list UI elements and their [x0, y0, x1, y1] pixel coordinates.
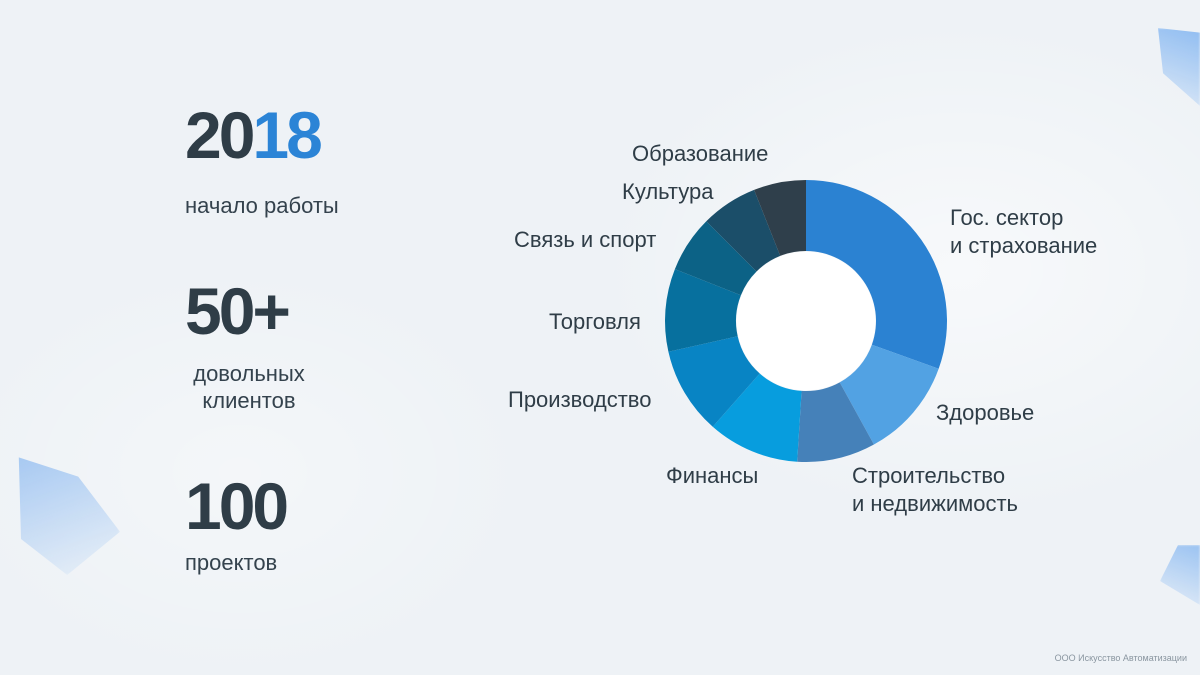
donut-slice-здоровье [839, 344, 939, 445]
donut-slice-образование [754, 180, 806, 256]
slice-label-finance: Финансы [666, 463, 759, 488]
slice-label-trade: Торговля [549, 309, 641, 334]
footer-company-note: ООО Искусство Автоматизации [1054, 653, 1187, 663]
donut-slice-торговля [665, 269, 741, 352]
slice-label-gov: Гос. сектор и страхование [950, 205, 1098, 258]
stat-year-label: начало работы [185, 193, 339, 218]
stat-projects-value-main: 100 [185, 469, 289, 543]
stat-year-value: 2018 [185, 102, 323, 168]
donut-slice-связь-и-спорт [674, 221, 757, 296]
donut-slice-гос-сектор [806, 180, 947, 369]
stat-clients-label: довольных клиентов [193, 361, 305, 413]
stat-clients-value-main: 50+ [185, 274, 291, 348]
stat-year-value-main: 20 [185, 98, 255, 172]
donut-hole [736, 251, 876, 391]
slice-label-culture: Культура [622, 179, 714, 204]
donut-slice-финансы [712, 373, 802, 462]
slice-label-education: Образование [632, 141, 769, 166]
stat-projects-value: 100 [185, 473, 289, 539]
stat-year-value-accent: 18 [252, 98, 322, 172]
slice-label-construction: Строительство и недвижимость [852, 463, 1019, 516]
slice-label-production: Производство [508, 387, 652, 412]
stat-projects-label: проектов [185, 550, 278, 575]
donut-slice-строительство [797, 382, 874, 462]
slice-label-health: Здоровье [936, 400, 1035, 425]
donut-slice-производство [668, 336, 760, 427]
slice-label-telecom-sport: Связь и спорт [514, 227, 657, 252]
donut-slice-культура [706, 189, 781, 272]
stat-clients-value: 50+ [185, 278, 291, 344]
